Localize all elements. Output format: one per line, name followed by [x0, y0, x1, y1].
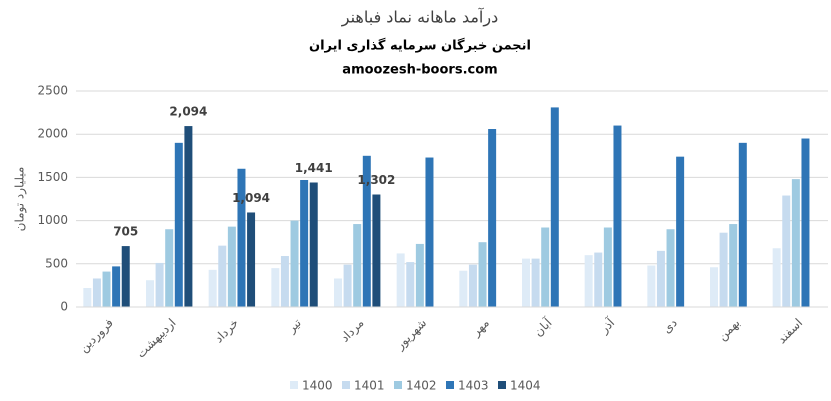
bar: [362, 155, 371, 307]
legend-label: 1401: [354, 379, 385, 393]
bar: [83, 287, 92, 307]
x-tick-label: آذر: [596, 315, 619, 338]
bar: [280, 256, 289, 307]
bar: [676, 156, 685, 307]
bar: [729, 224, 738, 307]
bar: [791, 179, 800, 307]
bar: [102, 271, 111, 307]
website: amoozesh-boors.com: [342, 63, 497, 78]
x-tick-label: اردیبهشت: [134, 316, 180, 362]
bar: [782, 195, 791, 307]
x-tick-label: خرداد: [212, 316, 242, 346]
bar: [738, 142, 747, 307]
bar: [522, 258, 530, 307]
bar: [710, 267, 718, 307]
bar: [271, 268, 280, 307]
legend-label: 1400: [302, 379, 333, 393]
bar: [343, 264, 352, 307]
bar: [488, 129, 497, 307]
chart-title: درآمد ماهانه نماد فباهنر: [341, 8, 498, 28]
legend-label: 1403: [458, 379, 489, 393]
bar: [334, 278, 342, 307]
bar: [772, 248, 781, 307]
bar: [594, 252, 603, 307]
x-tick-label: دی: [660, 316, 680, 336]
y-tick-label: 0: [60, 300, 68, 314]
bar: [541, 227, 550, 307]
legend-swatch: [394, 381, 402, 389]
bar: [550, 107, 559, 307]
legend-swatch: [342, 381, 350, 389]
bar: [112, 266, 121, 307]
bar: [372, 194, 381, 307]
bar: [121, 246, 130, 307]
x-tick-label: آبان: [530, 315, 555, 340]
bar: [300, 179, 309, 307]
bar: [396, 253, 405, 307]
bar: [531, 258, 540, 307]
x-tick-label: شهریور: [392, 316, 430, 354]
bar: [647, 265, 656, 307]
bar: [218, 245, 227, 307]
x-tick-label: بهمن: [715, 316, 743, 344]
bar: [353, 224, 362, 307]
bar: [666, 229, 675, 307]
y-tick-label: 2000: [37, 127, 68, 141]
legend-label: 1402: [406, 379, 437, 393]
y-axis-label: میلیارد تومان: [13, 167, 28, 232]
legend-label: 1404: [510, 379, 541, 393]
y-tick-label: 500: [45, 256, 68, 270]
bar: [406, 262, 415, 307]
bar: [459, 270, 468, 307]
bar: [237, 168, 246, 307]
data-label: 705: [113, 225, 138, 239]
bar: [227, 226, 236, 307]
bar: [415, 243, 424, 307]
bar: [719, 232, 728, 307]
bar: [478, 242, 487, 307]
bar: [184, 126, 193, 307]
y-tick-label: 1500: [37, 170, 68, 184]
bar: [146, 280, 154, 307]
x-tick-label: مهر: [468, 316, 492, 340]
bar: [309, 182, 318, 307]
bar: [801, 138, 810, 307]
bar: [584, 255, 593, 307]
data-label: 1,302: [357, 173, 395, 187]
bar: [92, 278, 101, 307]
bar: [155, 262, 164, 307]
bar: [247, 212, 256, 307]
x-tick-label: مرداد: [338, 316, 368, 346]
x-tick-label: فروردین: [76, 316, 116, 356]
bar: [208, 269, 217, 307]
bar: [165, 229, 174, 307]
y-tick-label: 1000: [37, 213, 68, 227]
bar: [174, 142, 183, 307]
data-label: 1,441: [295, 161, 333, 175]
x-tick-label: تیر: [284, 316, 305, 337]
bar: [603, 227, 612, 307]
bar: [425, 157, 434, 307]
bar: [468, 264, 477, 307]
data-label: 1,094: [232, 191, 270, 205]
bar: [656, 250, 665, 307]
data-label: 2,094: [169, 105, 207, 119]
chart-subtitle: انجمن خبرگان سرمایه گذاری ایران: [309, 38, 531, 54]
x-tick-label: اسفند: [775, 316, 806, 347]
y-tick-label: 2500: [37, 84, 68, 98]
bar: [290, 220, 299, 307]
legend-swatch: [446, 381, 454, 389]
legend-swatch: [290, 381, 298, 389]
bar: [613, 125, 622, 307]
legend-swatch: [498, 381, 506, 389]
